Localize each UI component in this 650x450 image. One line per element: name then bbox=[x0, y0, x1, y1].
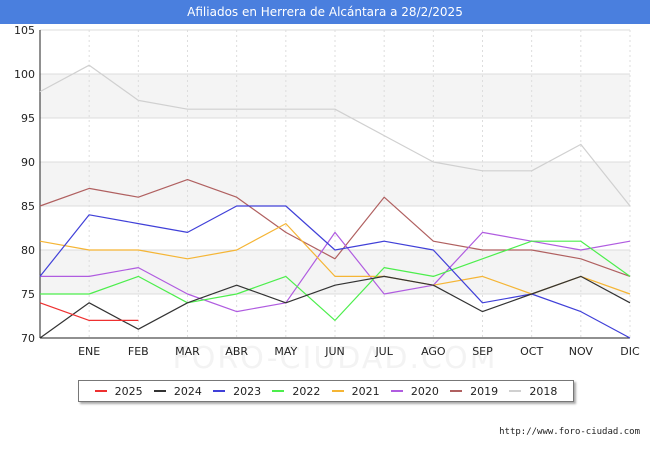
legend-item-2025: 2025 bbox=[94, 384, 143, 398]
legend-label: 2023 bbox=[233, 384, 262, 398]
x-tick-label: ABR bbox=[225, 345, 248, 358]
x-tick-label: JUL bbox=[374, 345, 393, 358]
x-tick-label: AGO bbox=[421, 345, 446, 358]
y-tick-label: 95 bbox=[21, 112, 35, 125]
legend-item-2018: 2018 bbox=[509, 385, 557, 398]
legend-item-2024: 2024 bbox=[153, 384, 202, 398]
y-tick-label: 80 bbox=[21, 244, 35, 257]
x-tick-label: ENE bbox=[78, 345, 100, 358]
x-tick-label: DIC bbox=[620, 345, 640, 358]
legend-swatch bbox=[450, 390, 463, 392]
legend-item-2023: 2023 bbox=[213, 385, 261, 398]
legend-swatch bbox=[331, 390, 344, 392]
y-tick-label: 75 bbox=[21, 288, 35, 301]
y-tick-label: 105 bbox=[14, 24, 35, 37]
legend-swatch bbox=[153, 390, 166, 392]
chart-legend: 2025 2024 2023 2022 2021 2020 2019 2018 bbox=[78, 380, 574, 402]
plot-band bbox=[40, 162, 630, 206]
y-tick-label: 70 bbox=[21, 332, 35, 345]
x-tick-label: OCT bbox=[520, 345, 543, 358]
series-line-2019 bbox=[39, 179, 631, 277]
legend-label: 2022 bbox=[292, 384, 321, 398]
legend-label: 2019 bbox=[470, 384, 499, 398]
legend-label: 2024 bbox=[173, 384, 202, 398]
legend-swatch bbox=[213, 390, 226, 392]
legend-swatch bbox=[390, 390, 403, 392]
x-tick-label: MAR bbox=[175, 345, 200, 358]
legend-label: 2025 bbox=[114, 384, 143, 398]
x-tick-label: MAY bbox=[274, 345, 297, 358]
legend-swatch bbox=[272, 390, 285, 392]
x-tick-label: NOV bbox=[569, 345, 594, 358]
legend-item-2022: 2022 bbox=[272, 385, 320, 398]
x-tick-label: SEP bbox=[472, 345, 493, 358]
chart-title-bar: Afiliados en Herrera de Alcántara a 28/2… bbox=[0, 0, 650, 24]
chart-title: Afiliados en Herrera de Alcántara a 28/2… bbox=[187, 5, 463, 19]
legend-swatch bbox=[94, 390, 107, 392]
series-line-2022 bbox=[40, 240, 631, 321]
x-tick-label: FEB bbox=[128, 345, 149, 358]
legend-label: 2021 bbox=[351, 384, 380, 398]
legend-item-2019: 2019 bbox=[450, 385, 498, 398]
y-tick-label: 85 bbox=[21, 200, 35, 213]
source-credit: http://www.foro-ciudad.com bbox=[499, 427, 640, 437]
legend-swatch bbox=[509, 390, 522, 392]
legend-label: 2020 bbox=[410, 384, 439, 398]
legend-label: 2018 bbox=[529, 384, 558, 398]
legend-item-2020: 2020 bbox=[390, 384, 439, 398]
series-line-2018 bbox=[39, 64, 631, 207]
series-line-2024 bbox=[39, 275, 631, 339]
series-line-2025 bbox=[39, 302, 139, 321]
legend-item-2021: 2021 bbox=[331, 384, 380, 398]
y-tick-label: 90 bbox=[21, 156, 35, 169]
watermark: FORO-CIUDAD.COM bbox=[173, 341, 498, 376]
y-tick-label: 100 bbox=[14, 68, 35, 81]
x-tick-label: JUN bbox=[324, 345, 345, 358]
